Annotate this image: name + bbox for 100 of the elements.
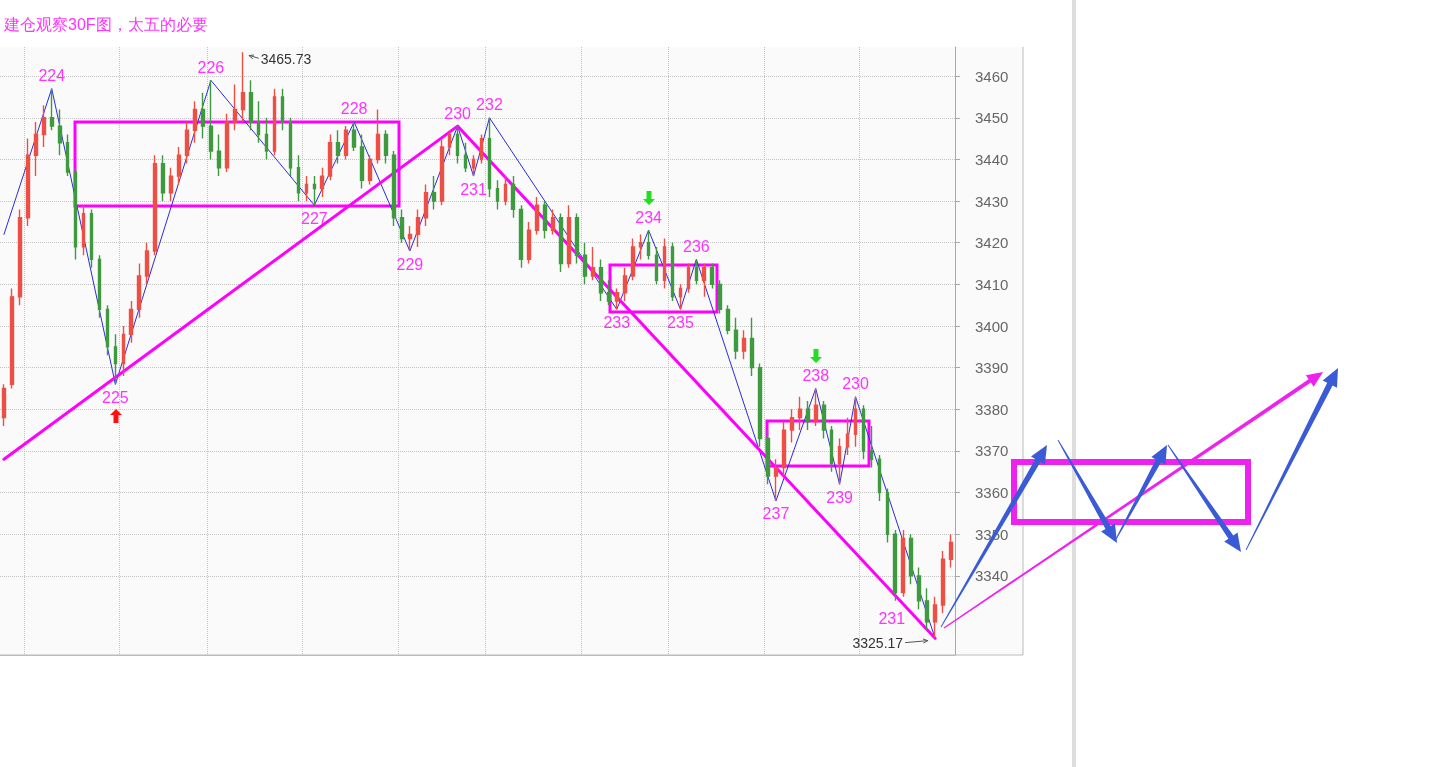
candlestick	[1, 383, 7, 427]
annotation: 230	[444, 104, 472, 122]
candlestick	[25, 137, 31, 227]
candlestick	[399, 208, 405, 244]
candlestick	[892, 529, 898, 602]
candlestick	[717, 279, 723, 315]
y-tick-label: 3370	[975, 442, 1009, 460]
candlestick	[280, 87, 285, 131]
candlestick	[81, 204, 86, 256]
y-tick-label: 3450	[975, 109, 1009, 127]
y-tick-label: 3400	[975, 317, 1009, 335]
candlestick	[89, 208, 94, 269]
candlestick	[749, 316, 755, 377]
candlestick	[304, 175, 309, 202]
candlestick	[853, 396, 858, 448]
annotation: 228	[340, 100, 368, 118]
candlestick	[375, 108, 381, 165]
candlestick	[49, 87, 55, 131]
candlestick	[757, 362, 763, 448]
candlestick	[97, 254, 102, 319]
candlestick	[686, 262, 691, 294]
candlestick	[208, 79, 214, 161]
candlestick	[709, 262, 715, 290]
candlestick	[487, 117, 492, 198]
candlestick	[813, 387, 819, 427]
y-tick-label: 3430	[975, 192, 1009, 210]
annotation: 229	[396, 255, 424, 273]
candlestick	[789, 408, 795, 444]
candlestick	[216, 133, 222, 177]
candlestick	[510, 175, 516, 219]
candlestick	[17, 208, 23, 306]
candlestick	[646, 229, 651, 261]
annotation: 236	[683, 237, 710, 255]
y-tick-label: 3410	[975, 275, 1009, 293]
candlestick	[343, 125, 349, 161]
candlestick	[136, 262, 142, 319]
candlestick	[582, 242, 588, 286]
candlestick	[598, 258, 604, 302]
candlestick	[503, 175, 508, 206]
candlestick	[940, 550, 946, 615]
candlestick	[821, 400, 827, 440]
candlestick	[447, 129, 452, 156]
candlestick	[168, 167, 174, 202]
candlestick	[256, 100, 261, 144]
annotation: 230	[842, 375, 869, 393]
candlestick	[869, 425, 874, 469]
candlestick	[495, 179, 500, 211]
y-tick-label: 3390	[975, 359, 1009, 377]
candlestick	[240, 51, 246, 123]
candlestick	[423, 183, 429, 227]
candlestick	[550, 208, 556, 236]
candlestick	[144, 242, 150, 286]
candlestick	[57, 108, 63, 156]
candlestick	[121, 325, 126, 377]
candlestick	[638, 233, 643, 261]
candlestick	[479, 133, 484, 165]
candlestick	[932, 596, 938, 639]
candlestick	[829, 425, 834, 473]
annotation: 233	[603, 313, 631, 331]
annotation: 231	[460, 180, 487, 198]
candlestick	[908, 533, 914, 585]
candlestick	[885, 487, 890, 544]
candlestick	[248, 79, 254, 131]
candlestick	[781, 421, 787, 477]
candlestick	[41, 104, 47, 148]
annotation: 235	[667, 313, 694, 331]
candlestick	[200, 92, 206, 140]
candlestick	[272, 87, 277, 156]
candlestick	[622, 267, 628, 302]
candlestick	[335, 129, 341, 165]
text: 建仓观察30F图，太五的必要	[3, 15, 208, 33]
candlestick	[391, 150, 397, 227]
candlestick	[455, 125, 460, 165]
candlestick	[319, 167, 325, 198]
annotation: 224	[38, 67, 66, 85]
candlestick	[877, 454, 882, 502]
candlestick	[152, 154, 158, 256]
candlestick	[741, 329, 747, 361]
annotation: 225	[102, 388, 129, 406]
candlestick	[518, 204, 524, 269]
candlestick	[861, 404, 866, 460]
candlestick	[65, 133, 70, 177]
annotation: 232	[476, 96, 503, 114]
candlestick	[566, 204, 572, 269]
candlestick	[113, 333, 118, 386]
candlestick	[192, 100, 198, 144]
candlestick	[558, 212, 564, 273]
candlestick	[327, 133, 333, 181]
candlestick	[463, 142, 468, 173]
annotation: 239	[826, 488, 854, 506]
annotation: 238	[802, 366, 830, 384]
candlestick	[33, 121, 39, 177]
candlestick	[678, 283, 683, 311]
candlestick	[654, 246, 659, 286]
candlestick	[312, 175, 317, 206]
annotation: 227	[301, 209, 328, 227]
candlestick	[606, 279, 612, 306]
annotation: 234	[635, 208, 663, 226]
candlestick	[407, 225, 413, 252]
candlestick	[662, 237, 667, 290]
